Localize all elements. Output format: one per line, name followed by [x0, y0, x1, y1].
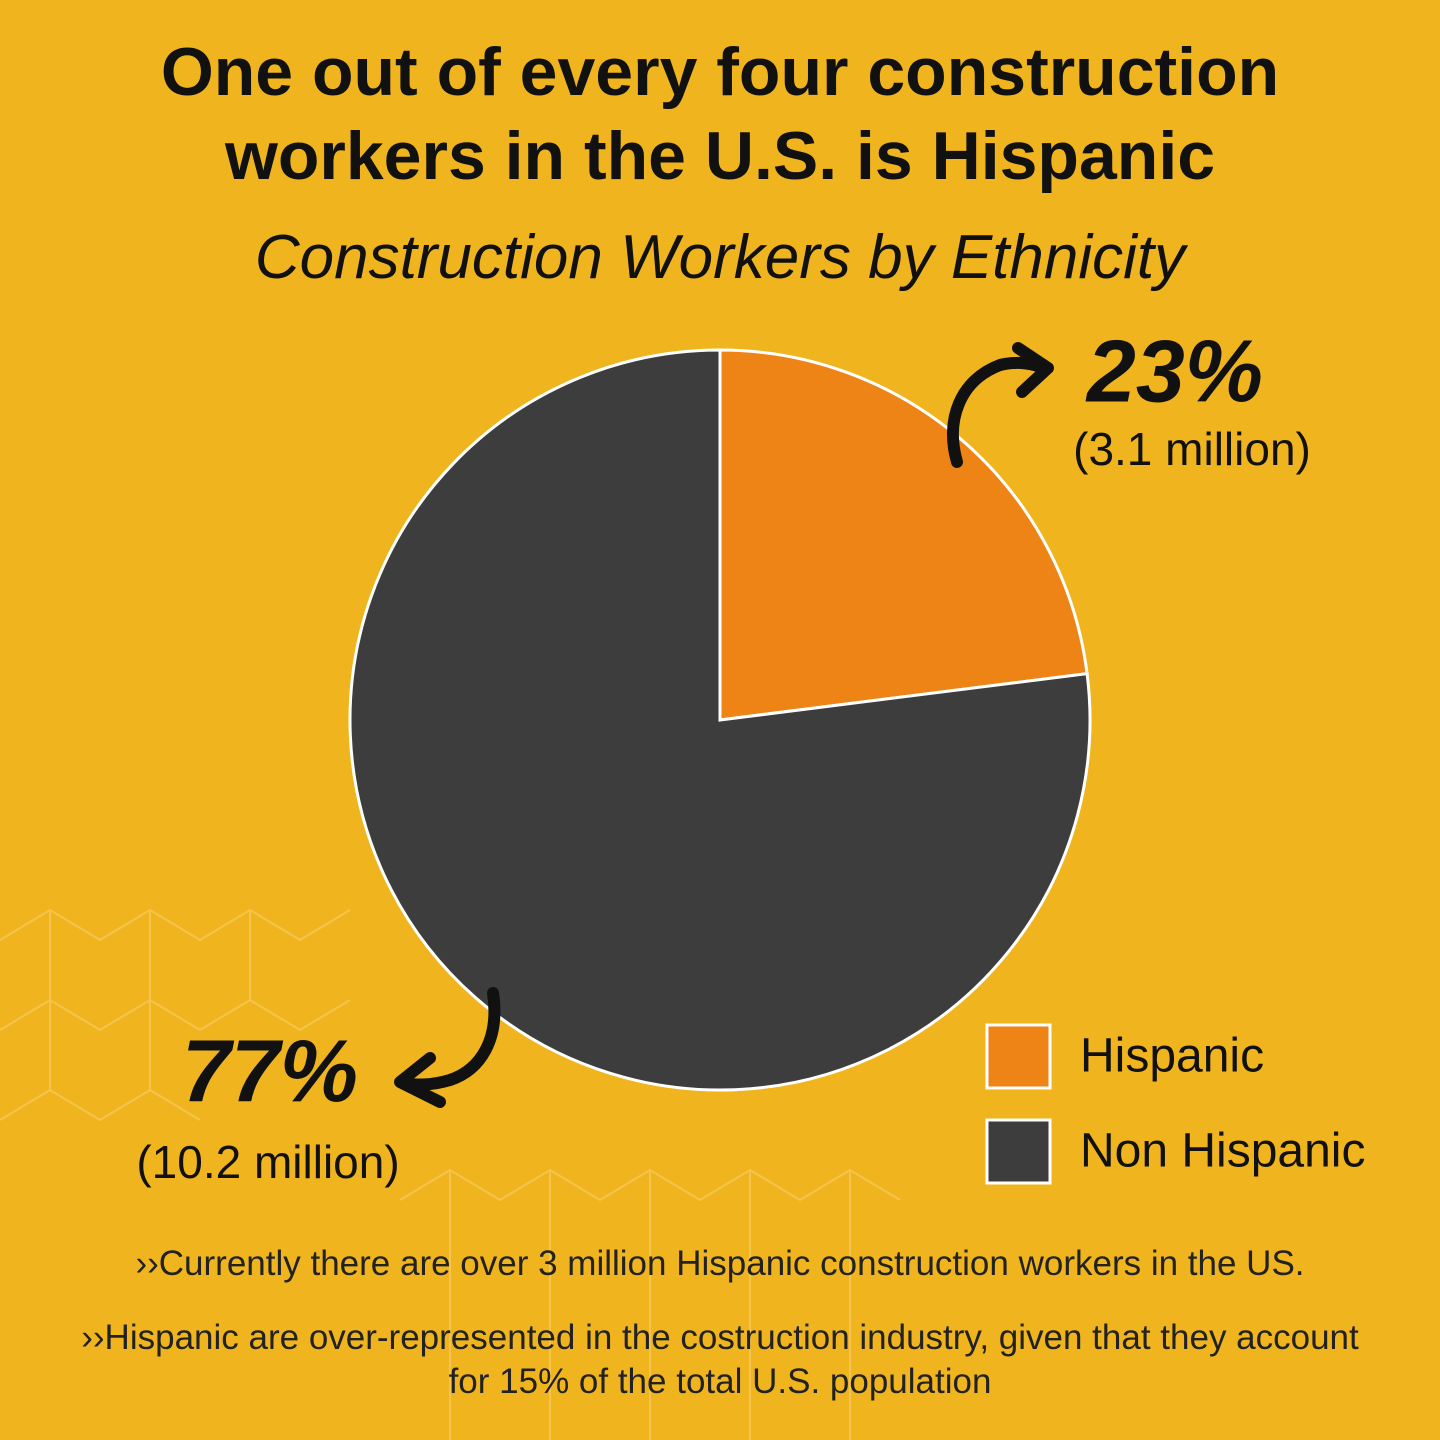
legend-label: Non Hispanic [1080, 1125, 1365, 1178]
note: ››Currently there are over 3 million His… [135, 1244, 1305, 1283]
legend: Hispanic Non Hispanic [985, 1023, 1365, 1185]
pie [348, 348, 1092, 1092]
legend-swatch [985, 1118, 1052, 1185]
note: ››Hispanic are over-represented in the c… [81, 1318, 1359, 1401]
legend-label: Hispanic [1080, 1030, 1264, 1083]
sub-label: (3.1 million) [1073, 423, 1311, 475]
value-label: 23% [1085, 321, 1263, 420]
chart-subtitle: Construction Workers by Ethnicity [254, 223, 1186, 292]
chart-title: One out of every four construction worke… [160, 34, 1280, 194]
legend-swatch [985, 1023, 1052, 1090]
pie-slice [348, 348, 1092, 1092]
arrow [947, 342, 1054, 468]
pie-slice [718, 348, 1089, 722]
sub-label: (10.2 million) [136, 1136, 399, 1188]
value-label: 77% [182, 1021, 358, 1120]
arrow [394, 987, 501, 1108]
hex-pattern [0, 908, 901, 1440]
